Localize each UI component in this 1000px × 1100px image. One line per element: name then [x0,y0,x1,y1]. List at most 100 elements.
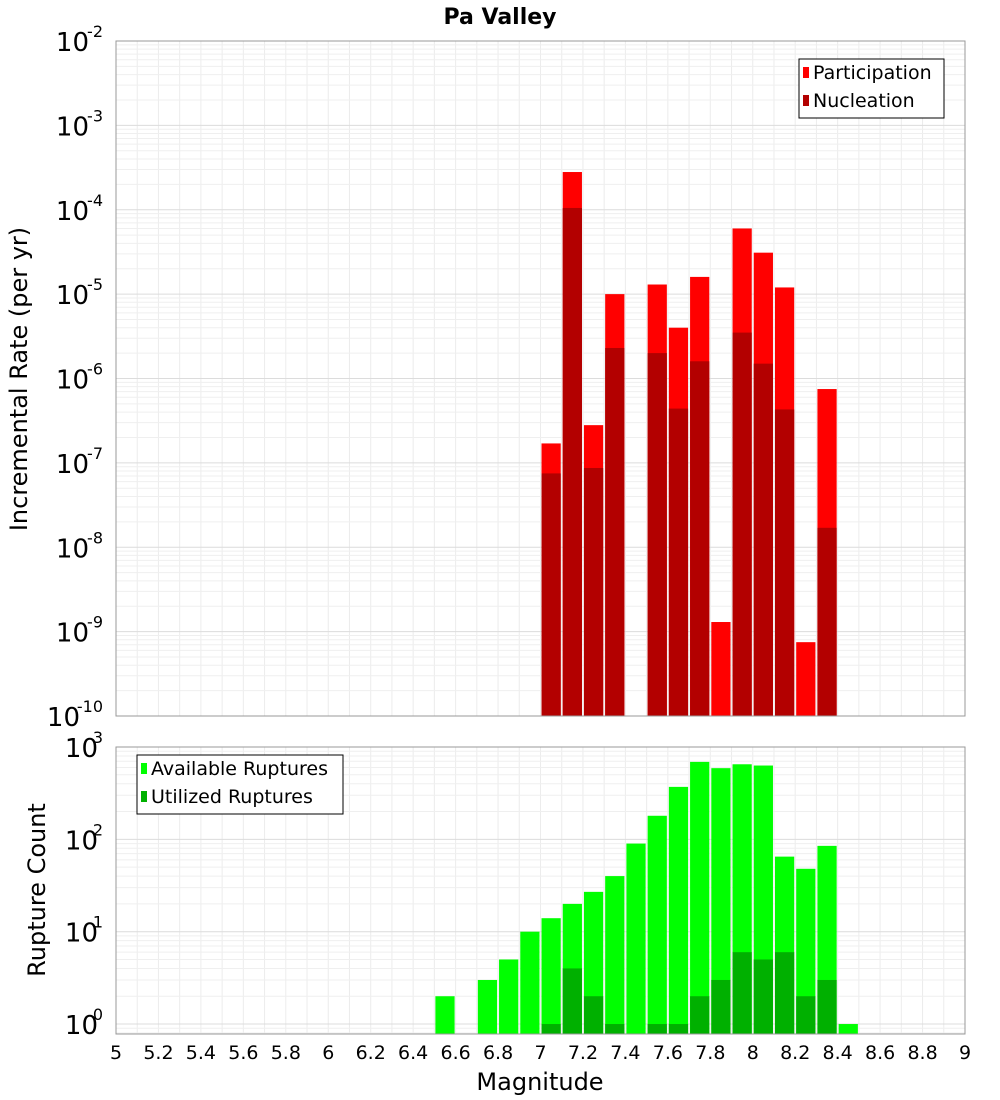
rate-y-tick: 10-7 [56,444,103,480]
count-y-tick-exponent: 3 [93,728,103,747]
x-tick-label: 8.8 [907,1042,937,1064]
count-bar-primary [541,918,561,1034]
rate-y-tick: 10-6 [56,360,103,396]
x-tick-label: 7.6 [653,1042,683,1064]
count-bar-secondary [753,959,773,1034]
chart-title: Pa Valley [443,5,556,30]
rate-bar-secondary [732,332,752,716]
rate-bar-secondary [647,353,667,716]
rate-legend-label: Nucleation [813,90,915,112]
rate-y-tick-exponent: -9 [87,613,103,632]
count-bar-secondary [562,968,582,1034]
x-tick-label: 5.2 [143,1042,173,1064]
x-tick-label: 5.4 [186,1042,216,1064]
rate-y-tick-exponent: -7 [87,444,103,463]
count-bar-secondary [732,952,752,1034]
count-y-tick: 102 [65,820,103,856]
rate-y-tick: 10-10 [47,697,103,733]
count-bar-secondary [796,996,816,1034]
x-tick-label: 7.2 [568,1042,598,1064]
count-y-tick-base: 10 [65,734,98,764]
x-tick-label: 5.8 [271,1042,301,1064]
rate-y-tick: 10-5 [56,275,103,311]
x-tick-label: 6 [322,1042,334,1064]
rate-bars [541,172,837,716]
count-legend: Available Ruptures Utilized Ruptures [136,754,344,815]
count-bar-secondary [711,979,731,1034]
rate-legend-swatch [803,95,809,106]
rate-y-tick-base: 10 [47,703,80,733]
count-y-tick-base: 10 [65,1011,98,1041]
rate-y-tick-exponent: -5 [87,275,103,294]
x-tick-label: 9 [959,1042,971,1064]
count-bar-secondary [647,1024,667,1034]
count-y-tick-exponent: 2 [93,820,103,839]
rate-bar-secondary [690,361,710,716]
count-y-tick: 100 [65,1005,103,1041]
count-bar-secondary [541,1024,561,1034]
x-tick-label: 7 [534,1042,546,1064]
count-legend-label: Available Ruptures [151,758,328,780]
rate-y-tick-base: 10 [56,619,89,649]
count-bar-primary [796,868,816,1034]
count-bar-primary [499,959,519,1034]
count-bar-primary [838,1024,858,1034]
rate-y-tick-exponent: -3 [87,106,103,125]
count-bar-primary [711,768,731,1034]
rate-bar-secondary [774,409,795,716]
x-tick-label: 7.4 [610,1042,640,1064]
rate-y-tick-exponent: -6 [87,360,103,379]
count-bar-secondary [605,1024,625,1034]
rate-y-tick-base: 10 [56,28,89,58]
count-legend-box [136,754,344,815]
count-bar-primary [626,843,646,1034]
count-bar-primary [690,761,710,1034]
rate-y-axis-label: Incremental Rate (per yr) [5,227,33,531]
rate-y-tick-base: 10 [56,281,89,311]
rate-y-tick: 10-2 [56,22,103,58]
rate-y-tick-exponent: -10 [77,697,103,716]
rate-legend: Participation Nucleation [798,58,945,119]
x-tick-label: 5.6 [228,1042,258,1064]
rate-y-tick: 10-8 [56,528,103,564]
rate-y-tick: 10-9 [56,613,103,649]
rate-bar-secondary [668,408,689,716]
count-bar-secondary [774,952,795,1034]
count-legend-swatch [141,791,147,802]
rate-bar-secondary [583,467,604,716]
count-bar-primary [520,931,540,1034]
rate-y-tick-base: 10 [56,366,89,396]
count-bar-secondary [668,1024,689,1034]
rate-plot-frame [115,40,966,717]
count-bar-secondary [690,996,710,1034]
x-axis-label: Magnitude [476,1068,603,1096]
rate-y-tick: 10-3 [56,106,103,142]
rate-bar-primary [711,622,731,716]
count-bar-primary [477,979,498,1034]
rate-y-tick-base: 10 [56,450,89,480]
count-y-axis-label: Rupture Count [23,803,51,977]
x-tick-label: 8.6 [865,1042,895,1064]
count-y-tick-base: 10 [65,826,98,856]
rate-bar-secondary [541,473,561,716]
count-y-tick-exponent: 0 [93,1005,103,1024]
x-tick-label: 6.8 [483,1042,513,1064]
x-tick-label: 5 [110,1042,122,1064]
rate-y-tick-base: 10 [56,534,89,564]
rate-legend-swatch [803,67,809,78]
rate-bar-secondary [562,207,582,716]
rate-bar-secondary [753,363,773,716]
count-bar-primary [668,786,689,1034]
count-legend-swatch [141,763,147,774]
rate-legend-box [798,58,945,119]
rate-legend-label: Participation [813,62,932,84]
count-y-tick-base: 10 [65,919,98,949]
count-y-tick: 103 [65,728,103,764]
count-legend-label: Utilized Ruptures [151,786,313,808]
rate-y-tick-base: 10 [56,197,89,227]
x-tick-label: 7.8 [695,1042,725,1064]
count-bar-secondary [817,979,837,1034]
